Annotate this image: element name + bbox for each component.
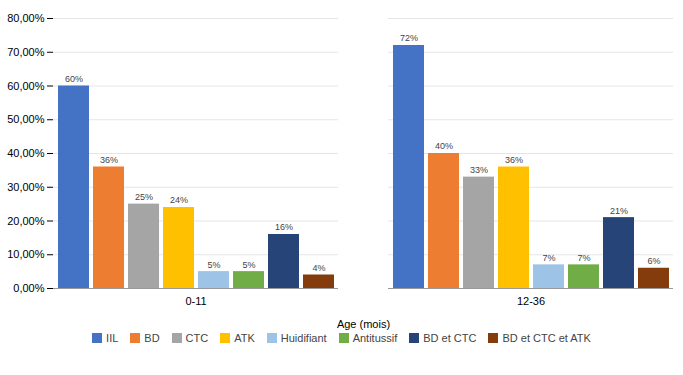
svg-text:24%: 24% — [170, 195, 188, 205]
svg-text:60%: 60% — [65, 74, 83, 84]
html-text:BD et CTC: BD et CTC — [423, 332, 477, 344]
svg-text:0-11: 0-11 — [185, 295, 206, 307]
svg-text:70,00%: 70,00% — [7, 46, 45, 58]
svg-text:5%: 5% — [207, 260, 220, 270]
svg-text:Age (mois): Age (mois) — [337, 318, 390, 330]
svg-text:36%: 36% — [100, 155, 118, 165]
svg-text:20,00%: 20,00% — [7, 215, 45, 227]
html-text:Antitussif: Antitussif — [352, 332, 398, 344]
svg-text:80,00%: 80,00% — [7, 12, 45, 24]
svg-text:40,00%: 40,00% — [7, 147, 45, 159]
html-text:CTC: CTC — [185, 332, 209, 344]
html-text:BD et CTC et ATK: BD et CTC et ATK — [502, 332, 591, 344]
svg-text:40%: 40% — [435, 141, 453, 151]
svg-text:30,00%: 30,00% — [7, 181, 45, 193]
svg-text:60,00%: 60,00% — [7, 80, 45, 92]
svg-text:33%: 33% — [470, 165, 488, 175]
svg-text:7%: 7% — [542, 253, 555, 263]
svg-text:7%: 7% — [577, 253, 590, 263]
html-text:BD: BD — [144, 332, 160, 344]
html-text:IIL: IIL — [106, 332, 119, 344]
svg-text:10,00%: 10,00% — [7, 248, 45, 260]
html-text:ATK: ATK — [234, 332, 255, 344]
svg-text:5%: 5% — [242, 260, 255, 270]
svg-text:4%: 4% — [312, 263, 325, 273]
svg-text:12-36: 12-36 — [517, 295, 545, 307]
svg-text:72%: 72% — [400, 33, 418, 43]
svg-text:25%: 25% — [135, 192, 153, 202]
svg-text:0,00%: 0,00% — [13, 282, 44, 294]
svg-text:36%: 36% — [505, 155, 523, 165]
svg-text:6%: 6% — [647, 256, 660, 266]
html-text:Huidifiant: Huidifiant — [280, 332, 327, 344]
svg-text:16%: 16% — [275, 222, 293, 232]
svg-text:50,00%: 50,00% — [7, 113, 45, 125]
svg-text:21%: 21% — [610, 206, 628, 216]
